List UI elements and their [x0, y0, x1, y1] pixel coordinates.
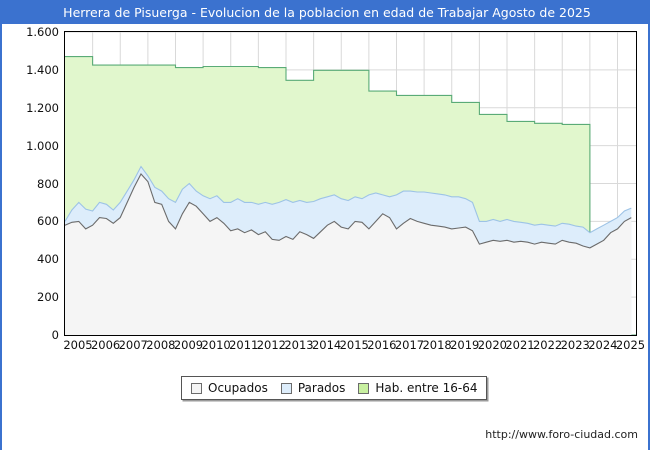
x-tick-label: 2018 — [422, 338, 452, 352]
x-tick-label: 2022 — [532, 338, 563, 352]
x-tick-label: 2007 — [118, 338, 148, 352]
x-tick-label: 2013 — [284, 338, 314, 352]
y-tick-label: 200 — [37, 290, 59, 305]
legend-swatch-icon — [358, 382, 370, 394]
chart-legend: Ocupados Parados Hab. entre 16-64 — [181, 376, 488, 400]
x-tick-label: 2005 — [63, 338, 93, 352]
y-tick-label: 800 — [37, 176, 59, 191]
footer: http://www.foro-ciudad.com — [2, 424, 648, 444]
x-tick-label: 2025 — [615, 338, 646, 352]
legend-item[interactable]: Ocupados — [191, 381, 268, 395]
plot-area — [64, 31, 637, 336]
x-tick-label: 2011 — [229, 338, 259, 352]
y-tick-label: 1.200 — [26, 100, 59, 115]
source-url: http://www.foro-ciudad.com — [485, 427, 638, 441]
legend-label: Ocupados — [208, 381, 268, 395]
x-tick-label: 2020 — [477, 338, 507, 352]
page-title: Herrera de Pisuerga - Evolucion de la po… — [63, 4, 591, 20]
x-tick-label: 2006 — [90, 338, 121, 352]
x-tick-label: 2021 — [505, 338, 535, 352]
x-tick-label: 2010 — [201, 338, 231, 352]
y-tick-label: 1.600 — [26, 25, 59, 39]
legend-label: Hab. entre 16-64 — [375, 381, 478, 395]
chart-canvas — [65, 32, 636, 335]
y-tick-label: 600 — [37, 214, 59, 229]
chart-container: FORO-CIUDAD.COM 02004006008001.0001.2001… — [2, 24, 648, 450]
y-tick-label: 1.400 — [26, 62, 59, 77]
legend-item[interactable]: Parados — [280, 381, 346, 395]
legend-swatch-icon — [191, 382, 202, 394]
x-tick-label: 2016 — [367, 338, 397, 352]
window-title-bar: Herrera de Pisuerga - Evolucion de la po… — [2, 0, 650, 24]
legend-swatch-icon — [280, 382, 292, 394]
y-tick-label: 0 — [51, 328, 59, 342]
x-tick-label: 2019 — [450, 338, 480, 352]
legend-label: Parados — [297, 381, 346, 395]
y-tick-label: 400 — [37, 252, 59, 267]
x-tick-label: 2017 — [394, 338, 425, 352]
x-tick-label: 2015 — [339, 338, 369, 352]
x-tick-label: 2024 — [588, 338, 618, 352]
x-axis: 2005 2006 2007 2008 2009 2010 2011 2012 2013 2014… — [63, 338, 645, 356]
y-axis: 0 200 400 600 800 1.000 1.200 1.400 1.600 — [2, 25, 59, 342]
x-tick-label: 2008 — [146, 338, 176, 352]
x-tick-label: 2014 — [311, 338, 342, 352]
x-tick-label: 2023 — [560, 338, 590, 352]
x-tick-label: 2009 — [173, 338, 204, 352]
y-tick-label: 1.000 — [26, 138, 59, 153]
x-tick-label: 2012 — [256, 338, 286, 352]
legend-item[interactable]: Hab. entre 16-64 — [358, 381, 477, 395]
